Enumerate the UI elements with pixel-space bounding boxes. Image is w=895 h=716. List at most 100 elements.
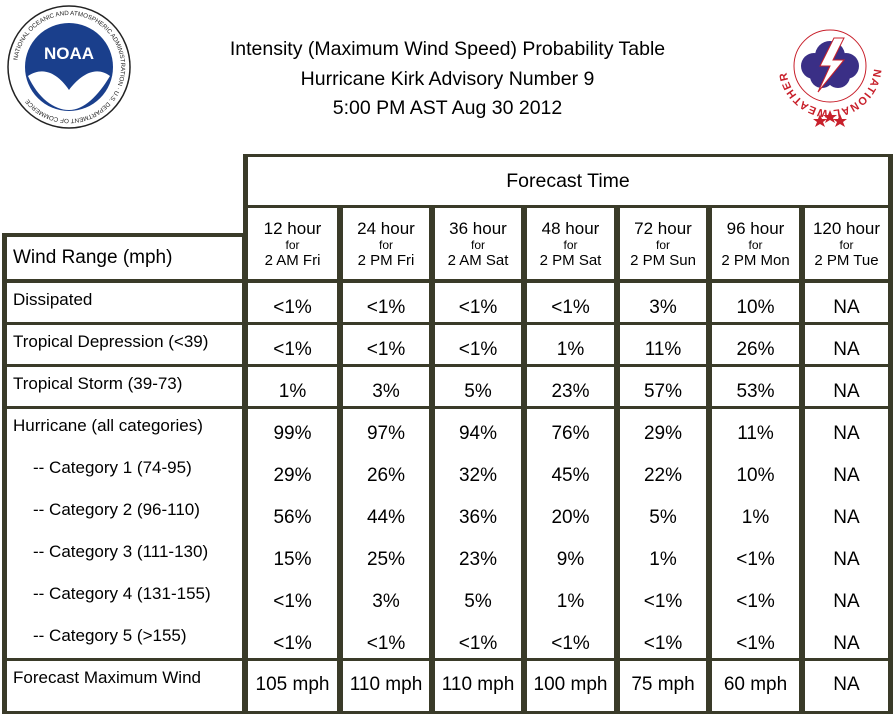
value-cell: 20% xyxy=(551,507,590,528)
value-cell: 5% xyxy=(649,507,677,528)
column-valid-time: 2 PM Mon xyxy=(721,252,790,269)
value-block: 23% xyxy=(527,367,614,406)
column-hours: 72 hour xyxy=(634,219,692,238)
value-cell: 105 mph xyxy=(255,674,330,695)
column-header-12-hour: 12 hour for 2 AM Fri xyxy=(248,208,337,279)
advisory-time: 5:00 PM AST Aug 30 2012 xyxy=(332,97,563,119)
value-cell: 15% xyxy=(273,549,312,570)
value-cell: 94% xyxy=(458,423,498,444)
value-cell: 60 mph xyxy=(723,674,788,695)
noaa-logo: NOAA NATIONAL OCEANIC AND ATMOSPHERIC AD… xyxy=(7,5,131,129)
value-block: NA xyxy=(805,283,888,322)
value-block: NA xyxy=(805,367,888,406)
value-cell: <1% xyxy=(736,633,775,654)
value-block: 3% xyxy=(343,367,429,406)
row-label: -- Category 4 (131-155) xyxy=(33,584,211,603)
row-label-block: Hurricane (all categories) -- Category 1 … xyxy=(7,409,242,658)
value-block: 29% 22% 5% 1% <1% <1% xyxy=(620,409,706,658)
value-cell: <1% xyxy=(643,633,683,654)
value-cell: <1% xyxy=(736,591,775,612)
column-hours: 120 hour xyxy=(812,219,881,238)
column-for: for xyxy=(285,238,300,252)
column-header-72-hour: 72 hour for 2 PM Sun xyxy=(620,208,706,279)
value-cell: 23% xyxy=(551,381,590,402)
value-cell: NA xyxy=(833,423,860,444)
column-header-48-hour: 48 hour for 2 PM Sat xyxy=(527,208,614,279)
row-label: Forecast Maximum Wind xyxy=(13,668,201,687)
page-title: Intensity (Maximum Wind Speed) Probabili… xyxy=(229,38,666,60)
column-valid-time: 2 PM Tue xyxy=(814,252,879,269)
row-label: Tropical Storm (39-73) xyxy=(13,374,183,393)
value-cell: <1% xyxy=(458,339,498,360)
value-cell: 23% xyxy=(458,549,498,570)
value-cell: 36% xyxy=(458,507,498,528)
value-cell: 53% xyxy=(736,381,775,402)
value-cell: 29% xyxy=(273,465,312,486)
noaa-logo-text: NOAA xyxy=(44,44,94,63)
value-cell: NA xyxy=(833,674,860,695)
wind-range-header: Wind Range (mph) xyxy=(7,237,242,279)
column-hours: 12 hour xyxy=(263,219,322,238)
column-valid-time: 2 PM Sun xyxy=(630,252,696,269)
value-block: 76% 45% 20% 9% 1% <1% xyxy=(527,409,614,658)
value-block: 100 mph xyxy=(527,661,614,711)
value-cell: 1% xyxy=(556,591,585,612)
row-label: -- Category 5 (>155) xyxy=(33,626,187,645)
value-cell: 44% xyxy=(366,507,406,528)
column-for: for xyxy=(563,238,578,252)
column-header-96-hour: 96 hour for 2 PM Mon xyxy=(712,208,799,279)
value-cell: 110 mph xyxy=(441,674,515,695)
value-cell: 3% xyxy=(649,297,677,318)
column-header-120-hour: 120 hour for 2 PM Tue xyxy=(805,208,888,279)
value-cell: NA xyxy=(833,465,860,486)
column-header-36-hour: 36 hour for 2 AM Sat xyxy=(435,208,521,279)
value-cell: <1% xyxy=(366,297,406,318)
value-cell: 75 mph xyxy=(631,674,695,695)
value-block: 110 mph xyxy=(435,661,521,711)
value-cell: 56% xyxy=(273,507,312,528)
value-cell: 1% xyxy=(278,381,307,402)
value-cell: NA xyxy=(833,591,860,612)
value-cell: NA xyxy=(833,297,860,318)
value-cell: <1% xyxy=(366,633,406,654)
value-cell: 11% xyxy=(644,339,682,360)
row-label: Tropical Depression (<39) xyxy=(13,332,209,351)
storm-advisory: Hurricane Kirk Advisory Number 9 xyxy=(300,68,595,90)
row-label: -- Category 3 (111-130) xyxy=(33,542,209,561)
value-cell: <1% xyxy=(273,591,312,612)
column-for: for xyxy=(839,238,854,252)
value-block: 3% xyxy=(620,283,706,322)
value-block: 57% xyxy=(620,367,706,406)
value-block: 1% xyxy=(248,367,337,406)
value-cell: 26% xyxy=(736,339,775,360)
value-cell: 25% xyxy=(366,549,406,570)
value-cell: NA xyxy=(833,633,860,654)
value-block: 99% 29% 56% 15% <1% <1% xyxy=(248,409,337,658)
value-block: <1% xyxy=(435,283,521,322)
value-block: <1% xyxy=(248,325,337,364)
column-valid-time: 2 PM Sat xyxy=(539,252,602,269)
value-block: 5% xyxy=(435,367,521,406)
row-label: Hurricane (all categories) xyxy=(13,416,203,435)
value-cell: NA xyxy=(833,381,860,402)
value-cell: <1% xyxy=(366,339,406,360)
value-block: 94% 32% 36% 23% 5% <1% xyxy=(435,409,521,658)
value-cell: <1% xyxy=(551,297,590,318)
row-label: -- Category 1 (74-95) xyxy=(33,458,192,477)
value-cell: 3% xyxy=(372,381,400,402)
value-cell: 5% xyxy=(464,591,492,612)
value-block: <1% xyxy=(343,325,429,364)
column-hours: 36 hour xyxy=(449,219,507,238)
row-label: Dissipated xyxy=(13,290,93,309)
value-block: 53% xyxy=(712,367,799,406)
forecast-time-header: Forecast Time xyxy=(248,157,888,205)
value-cell: 110 mph xyxy=(349,674,423,695)
value-block: 105 mph xyxy=(248,661,337,711)
value-cell: 100 mph xyxy=(533,674,608,695)
column-valid-time: 2 PM Fri xyxy=(357,252,415,269)
column-header-24-hour: 24 hour for 2 PM Fri xyxy=(343,208,429,279)
column-hours: 48 hour xyxy=(541,219,600,238)
column-for: for xyxy=(748,238,763,252)
value-cell: 11% xyxy=(737,423,774,444)
value-cell: 10% xyxy=(736,297,775,318)
